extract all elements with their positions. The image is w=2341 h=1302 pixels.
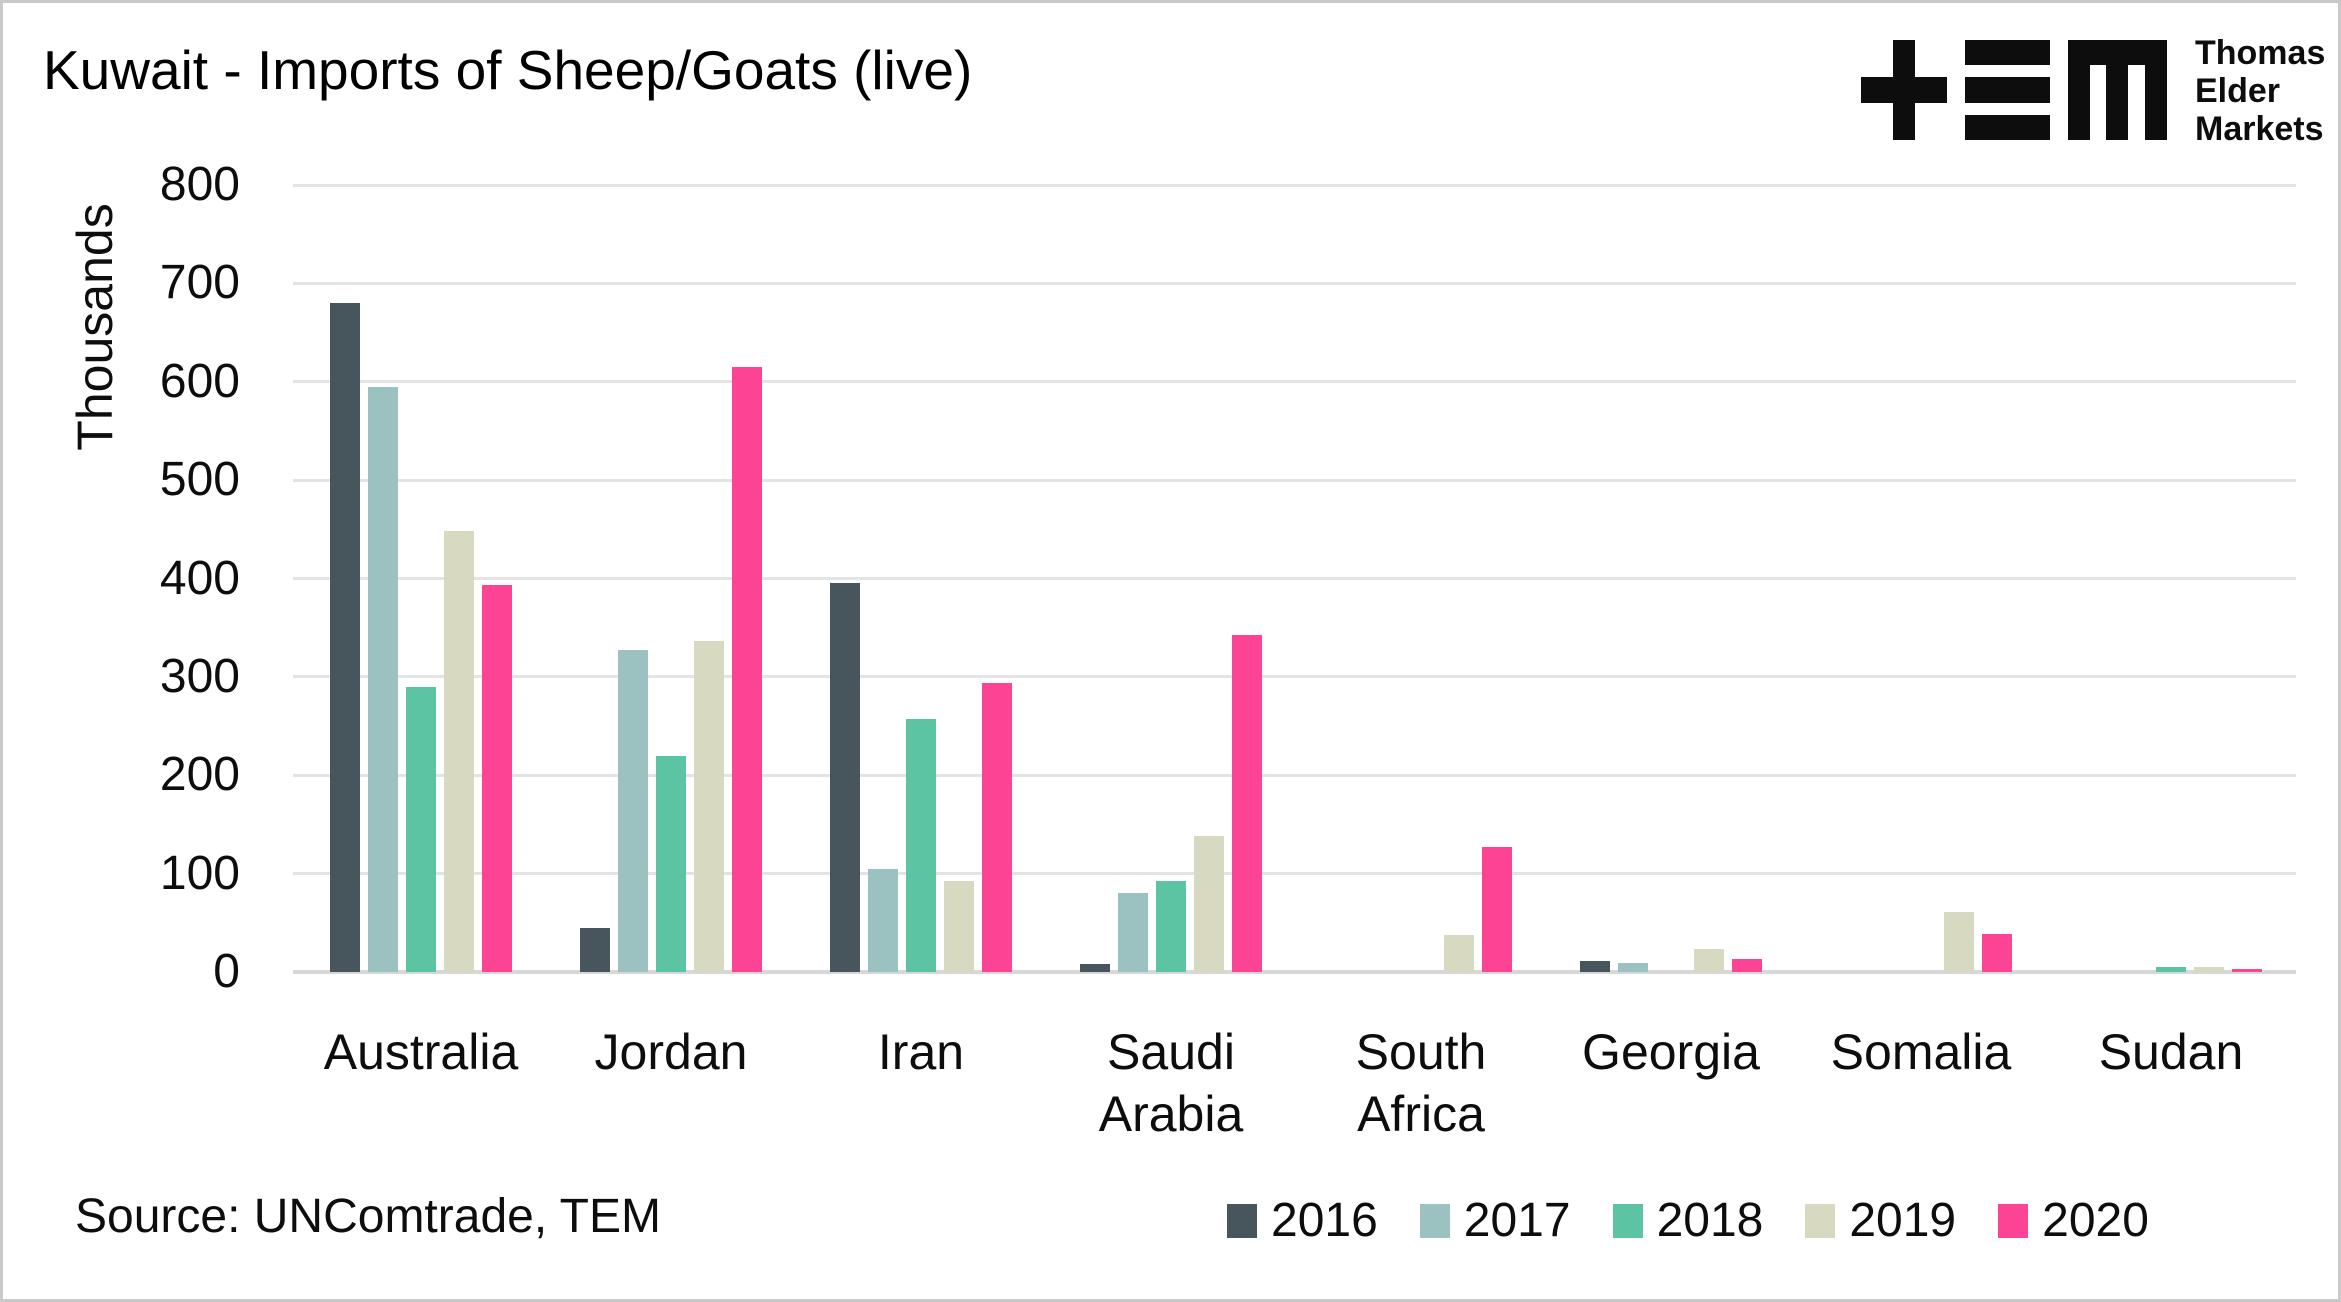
bar-2016-saudi-arabia — [1080, 964, 1110, 972]
gridline-800 — [293, 184, 2296, 187]
bar-2020-iran — [982, 683, 1012, 972]
bar-2018-sudan — [2156, 967, 2186, 972]
gridline-700 — [293, 282, 2296, 285]
bar-2020-south-africa — [1482, 847, 1512, 972]
bar-2017-jordan — [618, 650, 648, 972]
gridline-200 — [293, 774, 2296, 777]
source-note: Source: UNComtrade, TEM — [75, 1190, 661, 1243]
gridline-300 — [293, 675, 2296, 678]
bar-2019-somalia — [1944, 912, 1974, 972]
bar-2017-saudi-arabia — [1118, 893, 1148, 972]
legend-label-2016: 2016 — [1271, 1194, 1378, 1247]
bar-2020-georgia — [1732, 959, 1762, 972]
tem-logo-icon — [1861, 40, 2167, 140]
logo-line-thomas: Thomas — [2195, 34, 2326, 72]
category-label-australia: Australia — [323, 1024, 519, 1080]
legend-swatch-2017 — [1419, 1204, 1450, 1238]
category-label-iran: Iran — [877, 1024, 965, 1080]
y-tick-label-100: 100 — [159, 847, 240, 900]
bar-2016-iran — [830, 583, 860, 972]
bar-2020-somalia — [1982, 934, 2012, 972]
bar-2019-jordan — [694, 641, 724, 972]
legend-item-2018: 2018 — [1612, 1194, 1764, 1247]
category-label-jordan: Jordan — [594, 1024, 748, 1080]
tem-logo: Thomas Elder Markets — [1861, 34, 2325, 148]
gridline-500 — [293, 479, 2296, 482]
bar-2019-saudi-arabia — [1194, 836, 1224, 972]
logo-line-elder: Elder — [2195, 72, 2281, 110]
legend-swatch-2019 — [1805, 1204, 1836, 1238]
bar-2016-jordan — [580, 928, 610, 972]
bar-2017-georgia — [1618, 963, 1648, 972]
legend-swatch-2016 — [1227, 1204, 1257, 1238]
y-tick-label-300: 300 — [159, 650, 240, 703]
y-tick-label-500: 500 — [159, 453, 240, 506]
bar-2019-australia — [444, 531, 474, 972]
y-tick-label-800: 800 — [159, 158, 240, 211]
legend-label-2018: 2018 — [1656, 1194, 1764, 1247]
category-label-south-africa: South Africa — [1355, 1024, 1487, 1142]
bar-2016-australia — [330, 303, 360, 972]
bar-2017-australia — [368, 387, 398, 972]
bar-2020-saudi-arabia — [1232, 635, 1262, 972]
legend-item-2017: 2017 — [1419, 1194, 1571, 1247]
bar-2019-georgia — [1694, 949, 1724, 972]
legend-swatch-2018 — [1612, 1204, 1643, 1238]
legend-label-2017: 2017 — [1463, 1194, 1571, 1247]
bar-2018-australia — [406, 687, 436, 972]
bar-2020-australia — [482, 585, 512, 972]
bar-2020-jordan — [732, 367, 762, 972]
legend: 2016 2017 2018 2019 2020 — [1227, 1195, 2149, 1247]
bar-2019-south-africa — [1444, 935, 1474, 972]
y-tick-label-600: 600 — [159, 355, 240, 408]
category-label-sudan: Sudan — [2098, 1024, 2244, 1080]
legend-label-2019: 2019 — [1849, 1194, 1957, 1247]
legend-item-2019: 2019 — [1805, 1195, 1956, 1247]
category-label-saudi-arabia: Saudi Arabia — [1098, 1024, 1244, 1142]
chart-title: Kuwait - Imports of Sheep/Goats (live) — [43, 39, 973, 101]
gridline-100 — [293, 872, 2296, 875]
bar-2019-sudan — [2194, 967, 2224, 972]
gridline-600 — [293, 380, 2296, 383]
bar-2018-saudi-arabia — [1156, 881, 1186, 972]
gridline-400 — [293, 577, 2296, 580]
legend-item-2020: 2020 — [1998, 1195, 2149, 1247]
y-axis-title: Thousands — [67, 203, 123, 451]
bar-2020-sudan — [2232, 969, 2262, 972]
bar-2017-iran — [868, 869, 898, 972]
bar-2018-jordan — [656, 756, 686, 972]
y-tick-label-0: 0 — [213, 945, 240, 998]
category-label-somalia: Somalia — [1830, 1024, 2012, 1080]
legend-item-2016: 2016 — [1227, 1195, 1378, 1247]
legend-swatch-2020 — [1998, 1204, 2029, 1238]
logo-line-markets: Markets — [2195, 110, 2324, 148]
y-tick-label-400: 400 — [159, 552, 240, 605]
bar-2018-iran — [906, 719, 936, 972]
legend-label-2020: 2020 — [2042, 1194, 2149, 1247]
bar-2019-iran — [944, 881, 974, 972]
y-tick-label-200: 200 — [159, 748, 240, 801]
y-tick-label-700: 700 — [159, 256, 240, 309]
category-label-georgia: Georgia — [1582, 1024, 1760, 1080]
gridline-0 — [293, 970, 2296, 974]
bar-2016-georgia — [1580, 961, 1610, 972]
tem-logo-wordmark: Thomas Elder Markets — [2195, 34, 2325, 148]
